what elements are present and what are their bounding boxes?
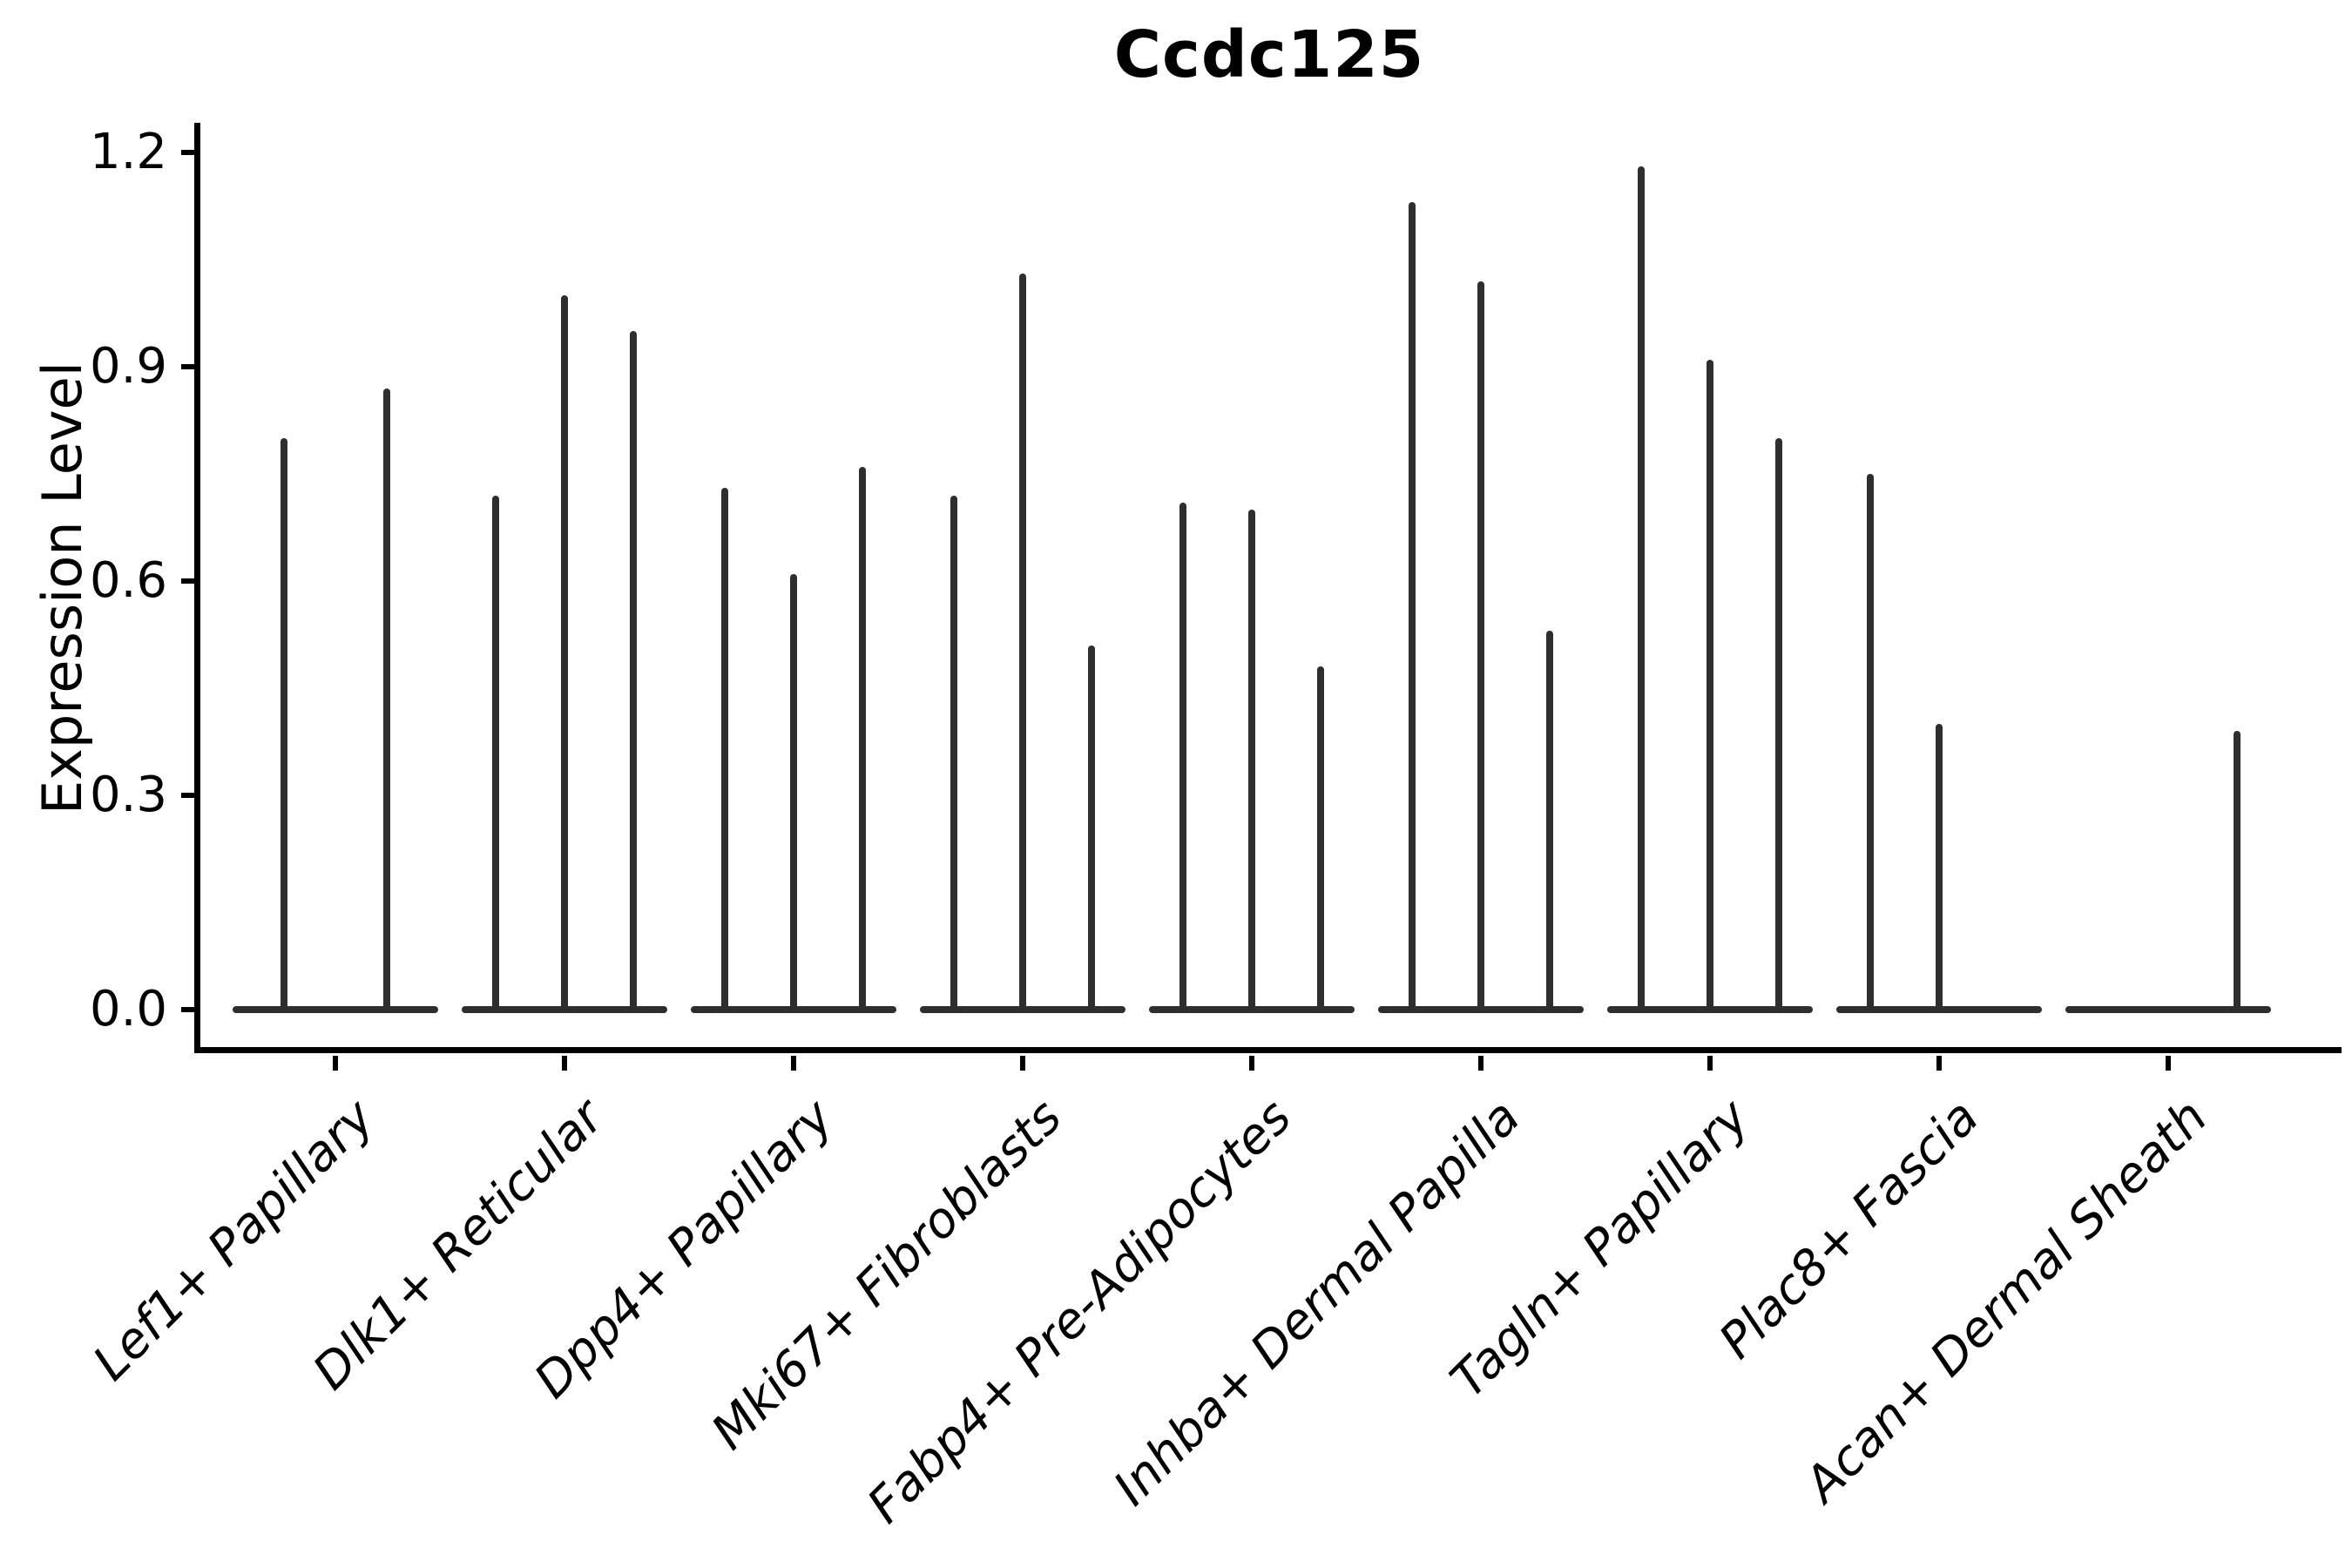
violin-spike (383, 388, 391, 1010)
violin-spike (1179, 502, 1187, 1010)
x-tick-label: Fabp4+ Pre-Adipocytes (856, 1088, 1302, 1535)
y-tick-label: 0.6 (89, 552, 167, 609)
violin-spike (492, 495, 500, 1010)
x-tick-label: Inhba+ Dermal Papilla (1103, 1088, 1531, 1517)
violin-base (1149, 1006, 1355, 1013)
x-tick (333, 1056, 338, 1071)
violin-base (1607, 1006, 1813, 1013)
y-tick (181, 793, 194, 798)
violin-spike (561, 295, 568, 1010)
x-tick (2166, 1056, 2171, 1071)
violin-base (1836, 1006, 2042, 1013)
violin-spike (1638, 166, 1646, 1010)
violin-spike (1409, 202, 1416, 1010)
y-tick-label: 1.2 (89, 124, 167, 180)
y-tick-label: 0.9 (89, 338, 167, 395)
x-tick (1478, 1056, 1484, 1071)
chart-title: Ccdc125 (1113, 17, 1425, 92)
x-tick (562, 1056, 567, 1071)
violin-base (462, 1006, 667, 1013)
plot-area (194, 123, 2342, 1053)
violin-base (691, 1006, 896, 1013)
violin-spike (1248, 510, 1255, 1010)
y-tick (181, 364, 194, 369)
x-tick (791, 1056, 796, 1071)
x-tick (1020, 1056, 1025, 1071)
violin-spike (790, 573, 797, 1010)
x-tick (1936, 1056, 1942, 1071)
violin-spike (1477, 280, 1484, 1010)
violin-spike (1936, 724, 1943, 1010)
y-tick (181, 150, 194, 155)
y-tick-label: 0.0 (89, 981, 167, 1037)
y-tick (181, 1007, 194, 1012)
x-tick (1707, 1056, 1713, 1071)
violin-base (233, 1006, 438, 1013)
violin-spike (1545, 631, 1553, 1010)
y-tick-label: 0.3 (89, 767, 167, 823)
violin-spike (1019, 274, 1026, 1010)
violin-spike (858, 466, 866, 1010)
violin-spike (1707, 359, 1713, 1010)
violin-base (1378, 1006, 1584, 1013)
y-tick (181, 578, 194, 584)
violin-base (920, 1006, 1125, 1013)
violin-base (2065, 1006, 2271, 1013)
violin-spike (1316, 666, 1324, 1010)
violin-spike (950, 495, 958, 1010)
violin-spike (2233, 731, 2240, 1010)
x-tick (1249, 1056, 1254, 1071)
violin-spike (1087, 645, 1095, 1010)
violin-spike (721, 488, 729, 1010)
x-tick-label: Acan+ Dermal Sheath (1794, 1088, 2219, 1513)
violin-spike (1774, 438, 1782, 1010)
violin-spike (629, 331, 637, 1010)
violin-spike (280, 438, 287, 1010)
violin-spike (1867, 474, 1875, 1010)
